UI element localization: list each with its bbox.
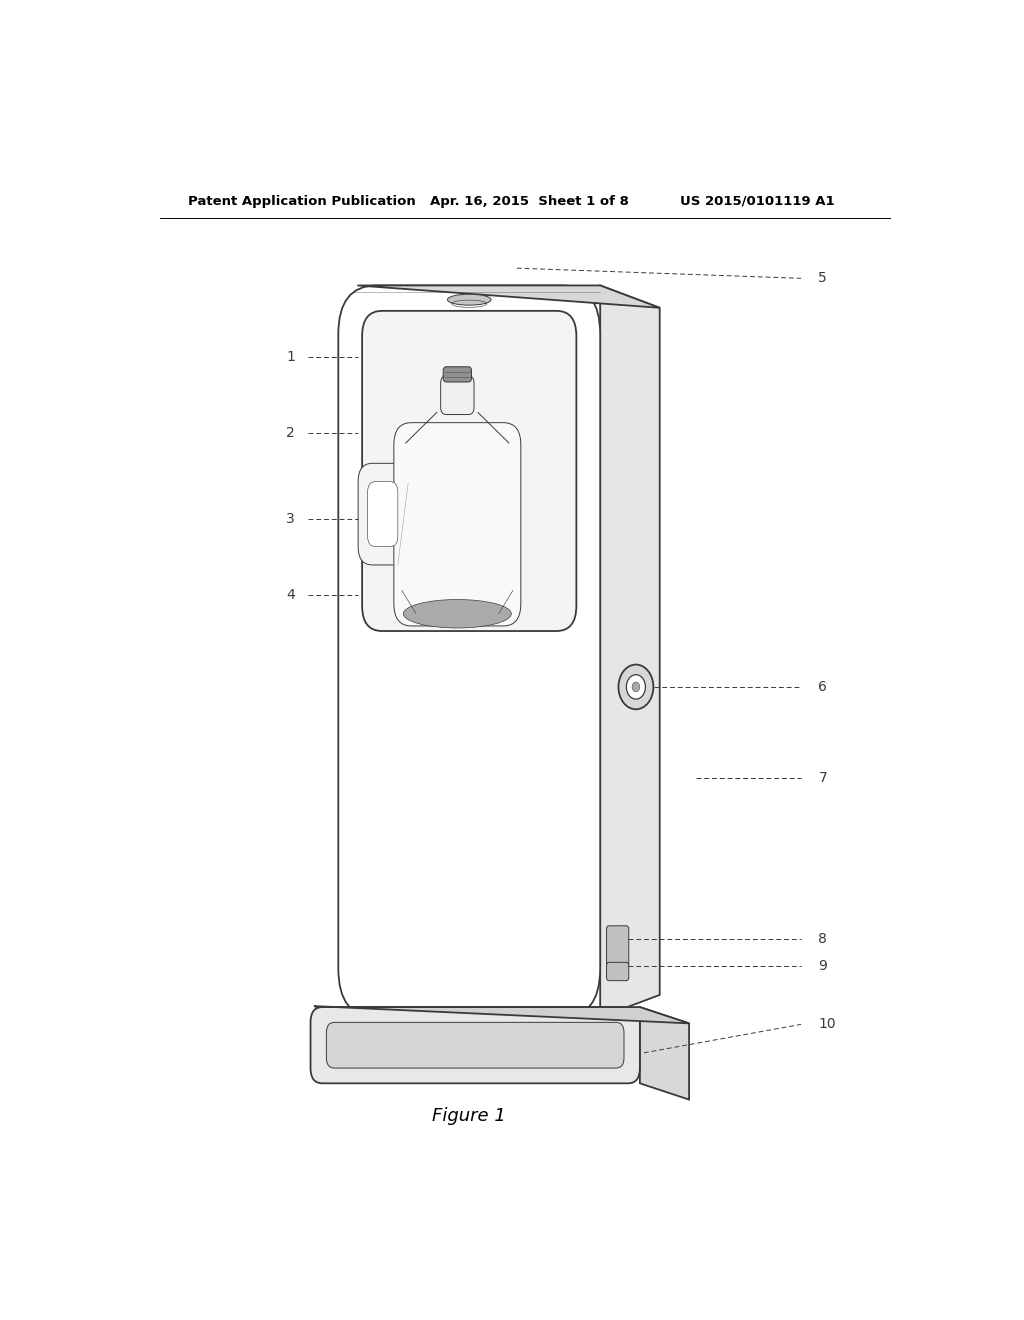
FancyBboxPatch shape: [443, 367, 471, 381]
FancyBboxPatch shape: [440, 376, 474, 414]
Text: 4: 4: [287, 589, 295, 602]
FancyBboxPatch shape: [368, 482, 397, 546]
FancyBboxPatch shape: [327, 1022, 624, 1068]
FancyBboxPatch shape: [362, 312, 577, 631]
FancyBboxPatch shape: [394, 422, 521, 626]
Text: US 2015/0101119 A1: US 2015/0101119 A1: [680, 194, 835, 207]
Text: Figure 1: Figure 1: [432, 1107, 506, 1125]
Text: Apr. 16, 2015  Sheet 1 of 8: Apr. 16, 2015 Sheet 1 of 8: [430, 194, 629, 207]
FancyBboxPatch shape: [358, 463, 408, 565]
Text: Patent Application Publication: Patent Application Publication: [187, 194, 416, 207]
Ellipse shape: [447, 294, 492, 305]
FancyBboxPatch shape: [606, 925, 629, 966]
FancyBboxPatch shape: [606, 962, 629, 981]
Text: 7: 7: [818, 771, 827, 785]
Polygon shape: [600, 285, 659, 1018]
FancyBboxPatch shape: [310, 1007, 640, 1084]
Text: 8: 8: [818, 932, 827, 946]
FancyBboxPatch shape: [338, 285, 600, 1018]
Polygon shape: [640, 1007, 689, 1100]
Text: 1: 1: [287, 350, 295, 363]
Ellipse shape: [403, 599, 511, 628]
Text: 10: 10: [818, 1018, 836, 1031]
Text: 6: 6: [818, 680, 827, 694]
Polygon shape: [357, 285, 659, 308]
Text: 2: 2: [287, 426, 295, 440]
Text: 5: 5: [818, 272, 827, 285]
Text: 3: 3: [287, 512, 295, 527]
Circle shape: [632, 682, 640, 692]
Polygon shape: [314, 1006, 689, 1023]
Text: 9: 9: [818, 960, 827, 973]
Circle shape: [627, 675, 645, 700]
Circle shape: [618, 664, 653, 709]
